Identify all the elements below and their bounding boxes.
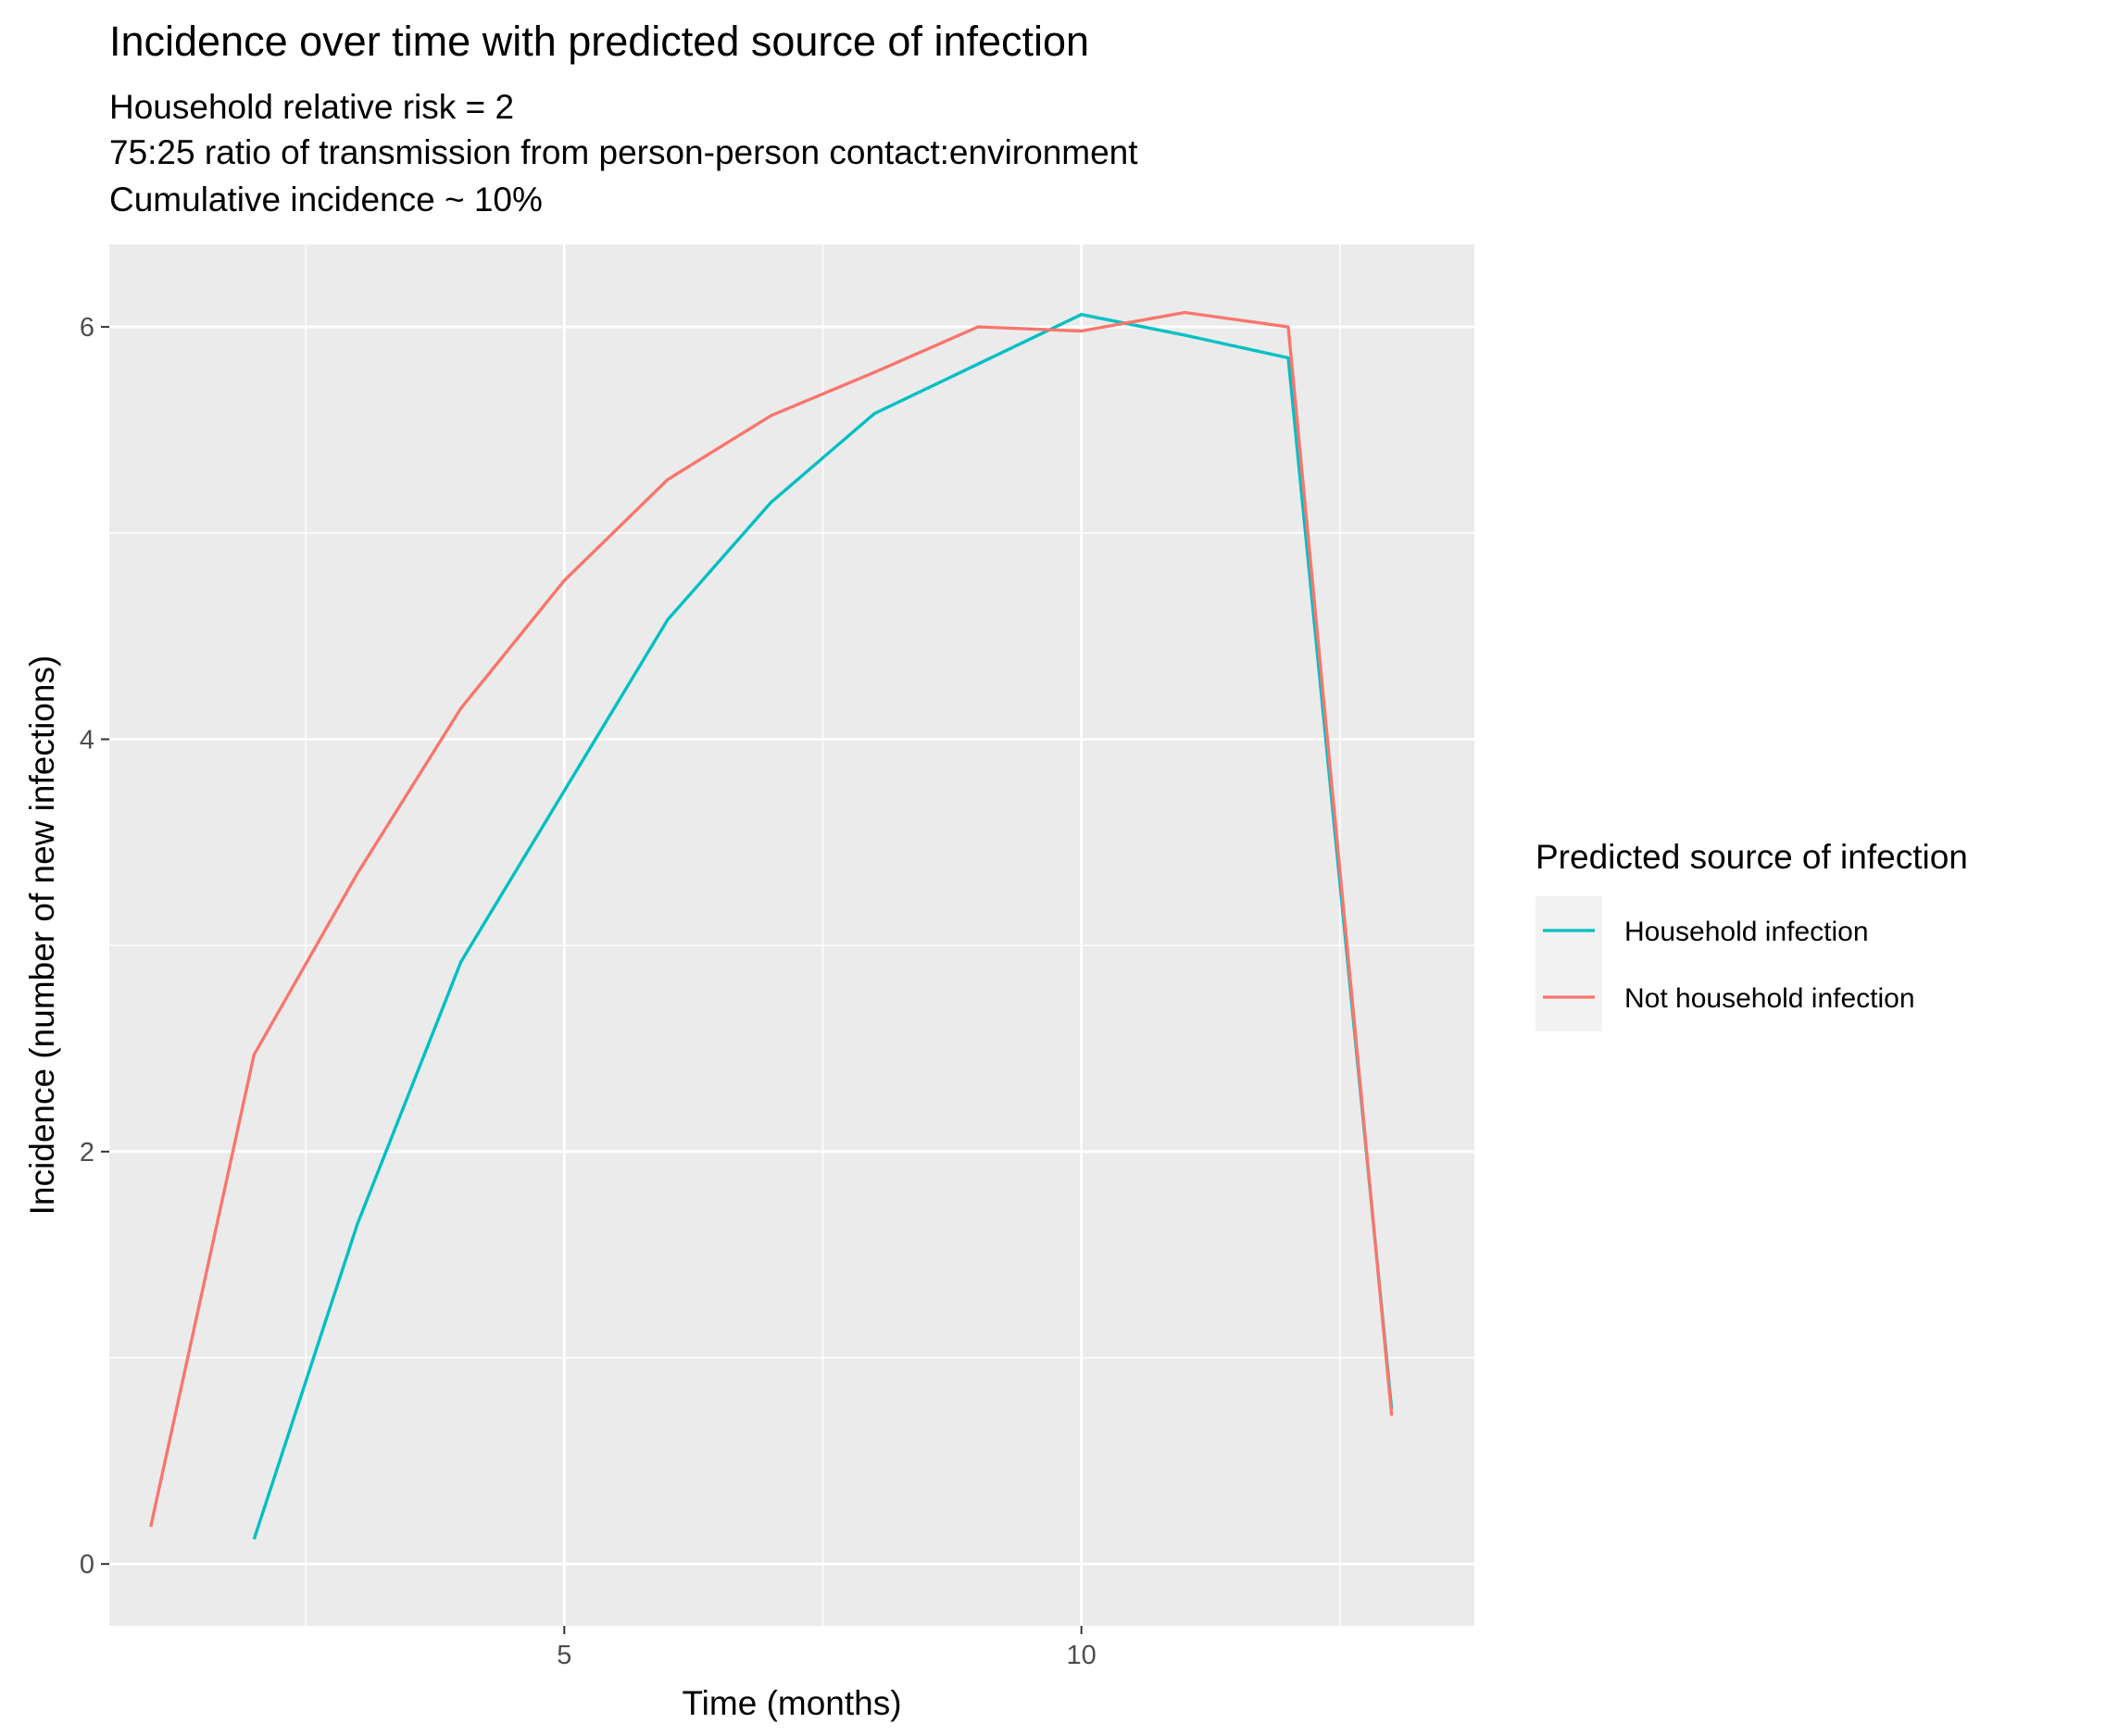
x-tick-label: 5 <box>557 1641 571 1670</box>
chart-title: Incidence over time with predicted sourc… <box>109 18 1089 65</box>
chart-subtitle-line-3: Cumulative incidence ~ 10% <box>109 181 543 219</box>
plot-panel <box>109 244 1474 1626</box>
x-axis-title: Time (months) <box>682 1684 901 1722</box>
axis-ticks: 5 10 0 2 4 6 <box>80 313 1097 1670</box>
y-tick-label: 2 <box>80 1138 94 1168</box>
chart-subtitle-line-1: Household relative risk = 2 <box>109 88 514 126</box>
legend: Predicted source of infection Household … <box>1536 838 1968 1031</box>
y-axis-title: Incidence (number of new infections) <box>23 656 61 1216</box>
grid-lines <box>109 244 1474 1626</box>
y-tick-label: 0 <box>80 1550 94 1580</box>
chart-subtitle-line-2: 75:25 ratio of transmission from person-… <box>109 133 1138 171</box>
legend-label-household-infection: Household infection <box>1624 917 1869 947</box>
legend-key-background <box>1536 896 1602 1031</box>
y-tick-label: 6 <box>80 313 94 343</box>
series-line-household-infection <box>252 313 1394 1541</box>
x-tick-label: 10 <box>1067 1641 1097 1670</box>
series-lines <box>149 310 1394 1541</box>
series-line-not-household-infection <box>149 310 1394 1528</box>
y-tick-label: 4 <box>80 725 94 755</box>
legend-title: Predicted source of infection <box>1536 838 1968 876</box>
legend-label-not-household-infection: Not household infection <box>1624 983 1915 1014</box>
